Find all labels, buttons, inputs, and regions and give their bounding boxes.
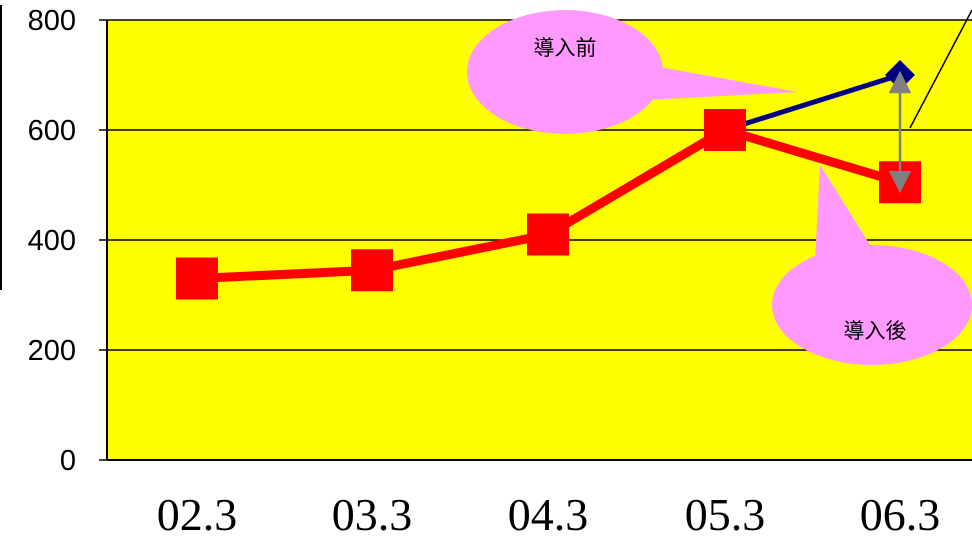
x-tick-label: 02.3 <box>157 489 238 536</box>
x-tick-label: 04.3 <box>508 489 589 536</box>
callout-before-tail <box>645 65 798 100</box>
y-tick-label: 600 <box>28 115 76 147</box>
callout-after-label: 導入後 <box>844 319 907 343</box>
series-1-point <box>351 249 393 292</box>
series-1-point <box>176 257 218 300</box>
y-tick-label: 400 <box>28 225 76 257</box>
x-tick-label: 05.3 <box>685 489 766 536</box>
callout-after: 導入後 <box>772 165 972 365</box>
series-1-point <box>527 213 569 256</box>
y-tick-label: 200 <box>28 335 76 367</box>
callout-after-bubble <box>772 245 972 365</box>
x-tick-labels: 02.3 03.3 04.3 05.3 06.3 <box>157 489 941 536</box>
callout-before: 導入前 <box>467 10 798 134</box>
y-tick-labels: 0 200 400 600 800 <box>28 5 76 477</box>
leader-line <box>909 9 972 129</box>
series-0-line <box>724 72 901 133</box>
x-tick-label: 06.3 <box>860 489 941 536</box>
callout-after-tail <box>815 165 870 262</box>
y-tick-label: 0 <box>60 445 76 477</box>
x-tick-label: 03.3 <box>332 489 413 536</box>
series-layer <box>176 60 921 300</box>
y-tick-label: 800 <box>28 5 76 37</box>
callout-before-label: 導入前 <box>534 36 597 60</box>
series-1-point <box>704 109 746 151</box>
callout-before-bubble <box>467 10 663 134</box>
